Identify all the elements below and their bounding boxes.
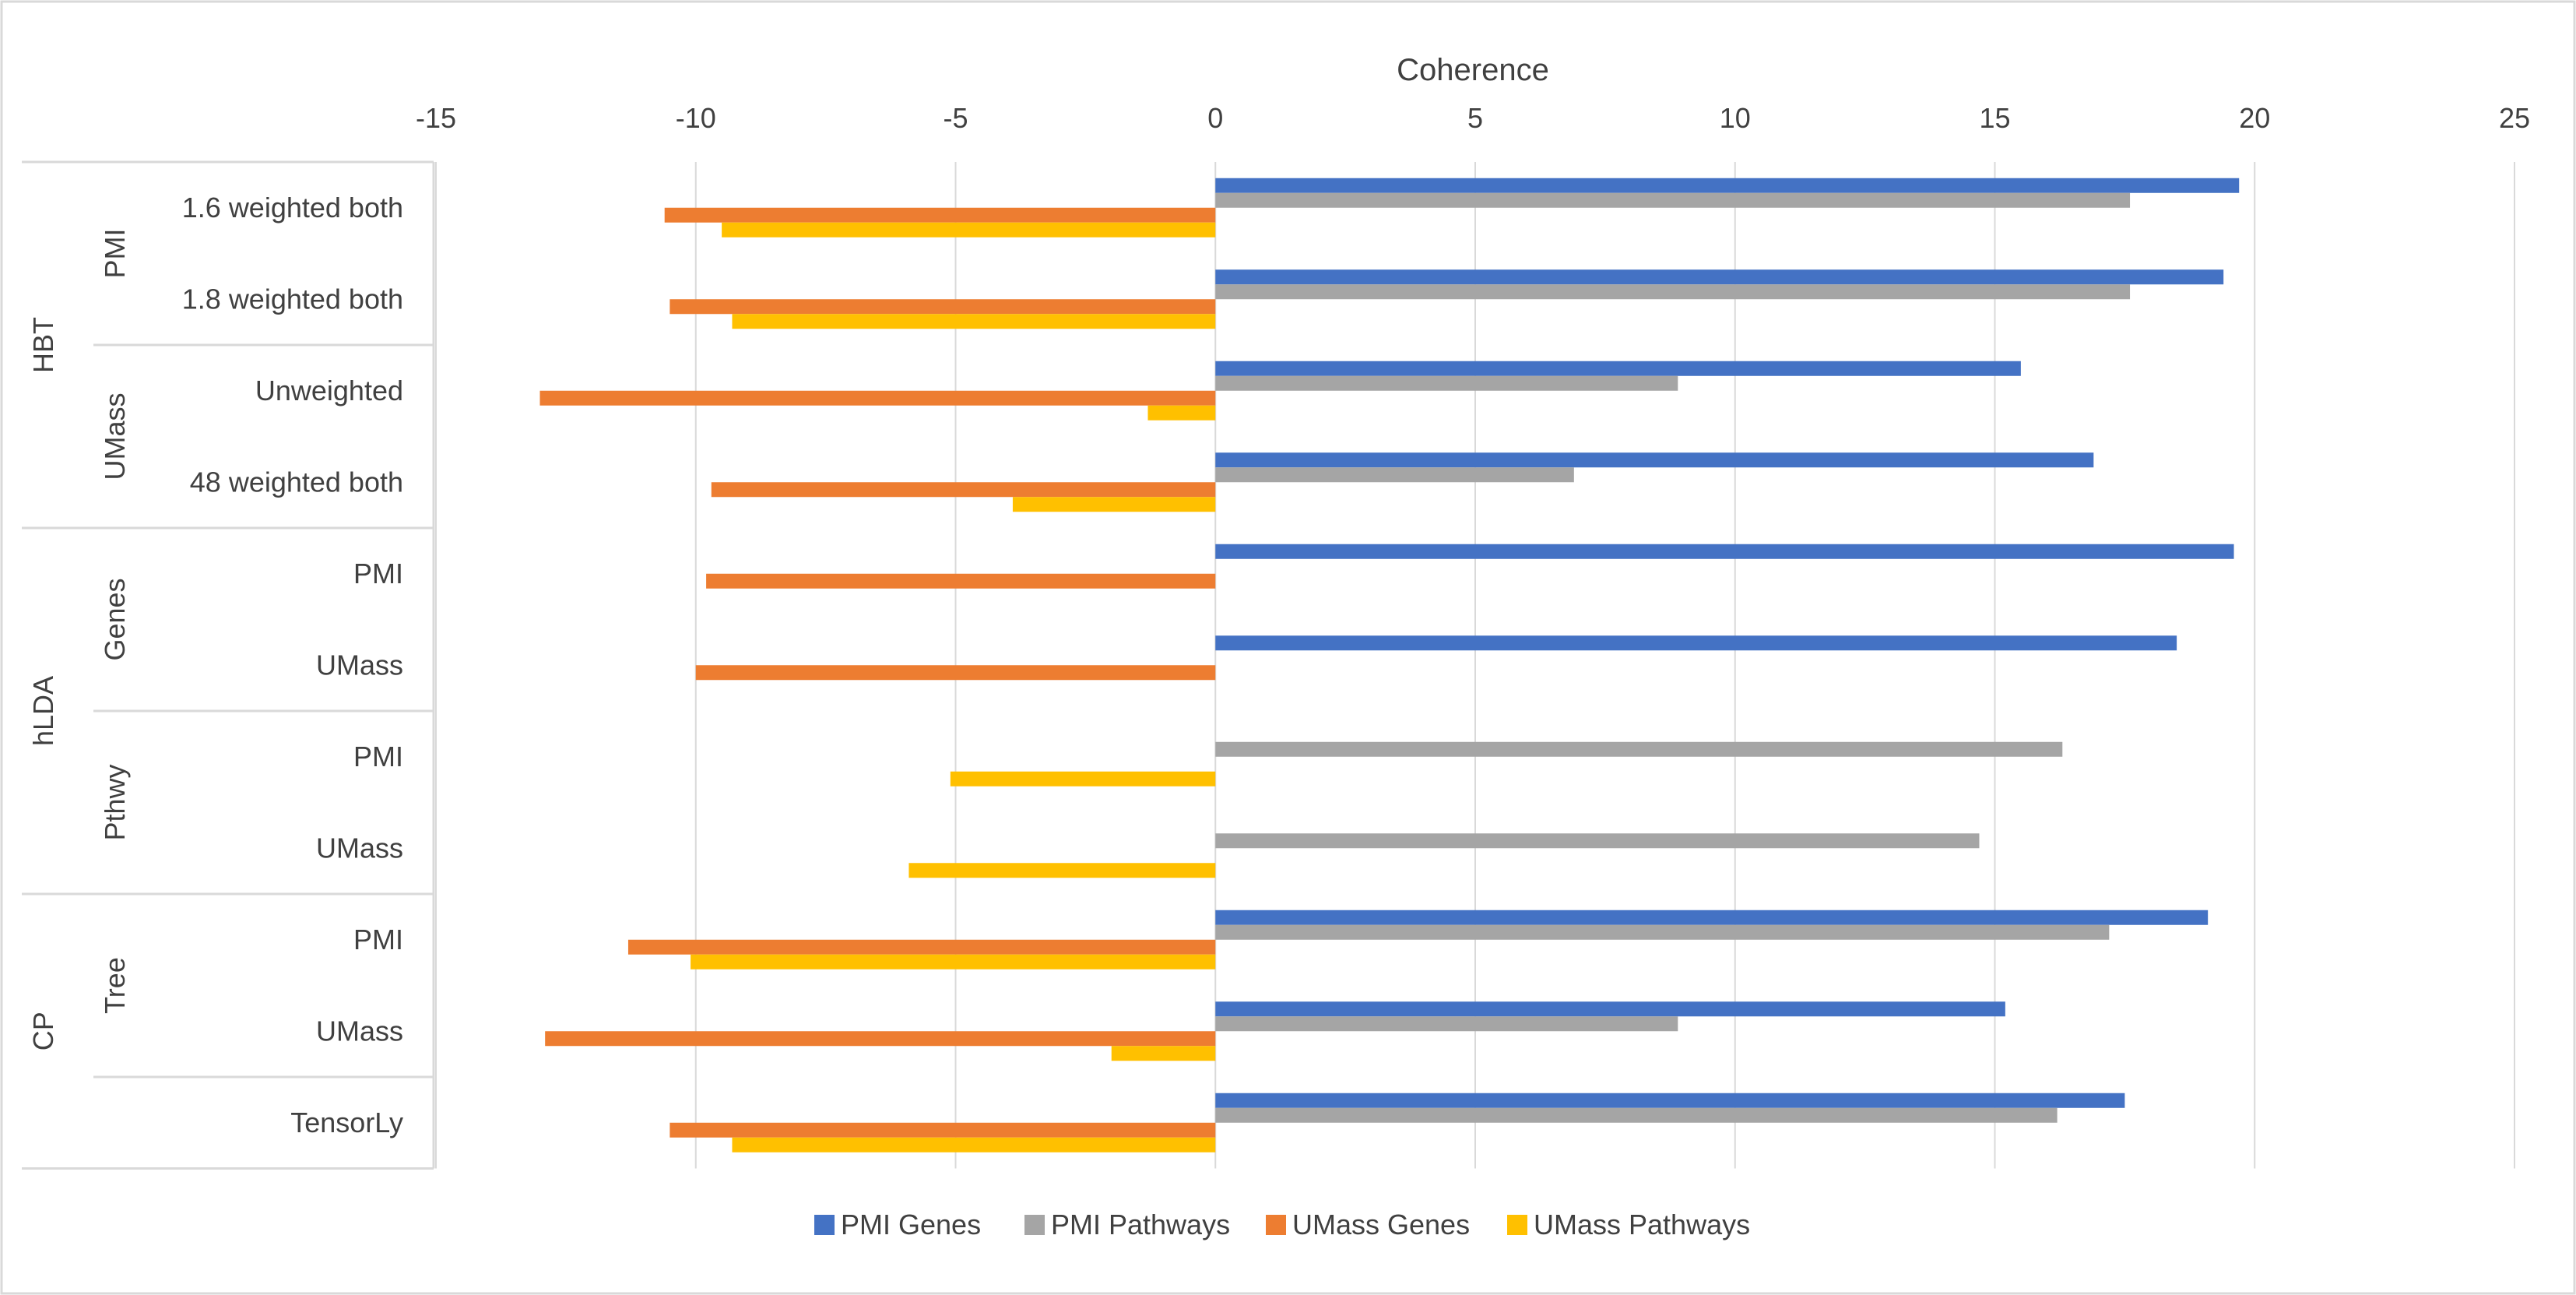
bar — [1215, 375, 1678, 391]
category-label: PMI — [353, 924, 403, 955]
x-axis-ticks: -15 -10 -5 0 5 10 15 20 25 — [416, 102, 2530, 134]
bar — [1215, 544, 2234, 559]
bar — [1147, 405, 1216, 421]
group-label-level1: hLDA — [27, 676, 59, 746]
category-axis: 1.6 weighted both 1.8 weighted both Unweig… — [22, 160, 435, 1170]
category-label: TensorLy — [290, 1107, 403, 1138]
bar — [669, 1122, 1216, 1138]
bar — [732, 1137, 1216, 1152]
bar — [950, 771, 1216, 787]
group-label-level2: Genes — [99, 578, 131, 660]
group-label-level2: Tree — [99, 957, 131, 1014]
group-label-level1: HBT — [27, 317, 59, 373]
bar — [669, 299, 1216, 315]
bar — [1215, 1093, 2125, 1108]
x-tick-label: -10 — [676, 102, 716, 134]
bar — [1215, 178, 2240, 193]
bar — [711, 482, 1216, 498]
bar — [1215, 910, 2209, 925]
x-tick-label: -15 — [416, 102, 456, 134]
bar — [706, 573, 1216, 589]
group-label-level1: CP — [27, 1012, 59, 1050]
bar — [1215, 284, 2131, 300]
bar — [695, 665, 1216, 681]
bar — [1215, 269, 2224, 285]
category-label: UMass — [316, 649, 403, 681]
x-tick-label: 20 — [2239, 102, 2270, 134]
bar — [1012, 497, 1216, 512]
category-label: PMI — [353, 741, 403, 772]
bar — [1215, 635, 2177, 651]
bar — [1111, 1046, 1216, 1061]
x-axis-title: Coherence — [1397, 53, 1549, 87]
legend-label: PMI Genes — [841, 1209, 981, 1240]
legend-label: UMass Genes — [1292, 1209, 1470, 1240]
category-label: 1.6 weighted both — [182, 192, 403, 223]
bar — [1215, 1107, 2058, 1123]
category-label: UMass — [316, 832, 403, 864]
legend: PMI Genes PMI Pathways UMass Genes UMass Pa… — [814, 1209, 1750, 1240]
x-tick-label: 10 — [1720, 102, 1751, 134]
category-label: 48 weighted both — [190, 466, 403, 498]
x-tick-label: -5 — [943, 102, 968, 134]
bar — [1215, 467, 1574, 483]
bar — [908, 863, 1216, 878]
x-tick-label: 15 — [1979, 102, 2010, 134]
bar — [1215, 361, 2021, 376]
bar — [545, 1031, 1216, 1047]
legend-label: UMass Pathways — [1534, 1209, 1750, 1240]
category-label: Unweighted — [255, 375, 403, 406]
bar — [627, 939, 1216, 955]
bar — [1215, 741, 2063, 757]
legend-swatch — [1266, 1215, 1286, 1235]
bar — [1215, 452, 2094, 468]
bar — [1215, 924, 2110, 940]
bar — [539, 390, 1216, 406]
bar — [691, 954, 1216, 969]
legend-swatch — [814, 1215, 835, 1235]
bar — [1215, 833, 1980, 849]
bars — [539, 178, 2240, 1152]
legend-swatch — [1024, 1215, 1045, 1235]
group-label-level2: PMI — [99, 228, 131, 278]
bar — [1215, 1001, 2005, 1017]
bar — [722, 222, 1216, 238]
bar — [732, 314, 1216, 329]
bar — [1215, 1016, 1678, 1032]
category-label: UMass — [316, 1015, 403, 1047]
group-label-level2: Pthwy — [99, 764, 131, 840]
legend-label: PMI Pathways — [1051, 1209, 1230, 1240]
x-tick-label: 25 — [2499, 102, 2530, 134]
group-label-level2: UMass — [99, 392, 131, 480]
bar — [664, 207, 1216, 223]
x-tick-label: 0 — [1207, 102, 1223, 134]
category-label: PMI — [353, 558, 403, 589]
legend-swatch — [1507, 1215, 1527, 1235]
x-tick-label: 5 — [1467, 102, 1483, 134]
gridlines — [435, 162, 2515, 1169]
bar — [1215, 192, 2131, 208]
category-label: 1.8 weighted both — [182, 283, 403, 315]
